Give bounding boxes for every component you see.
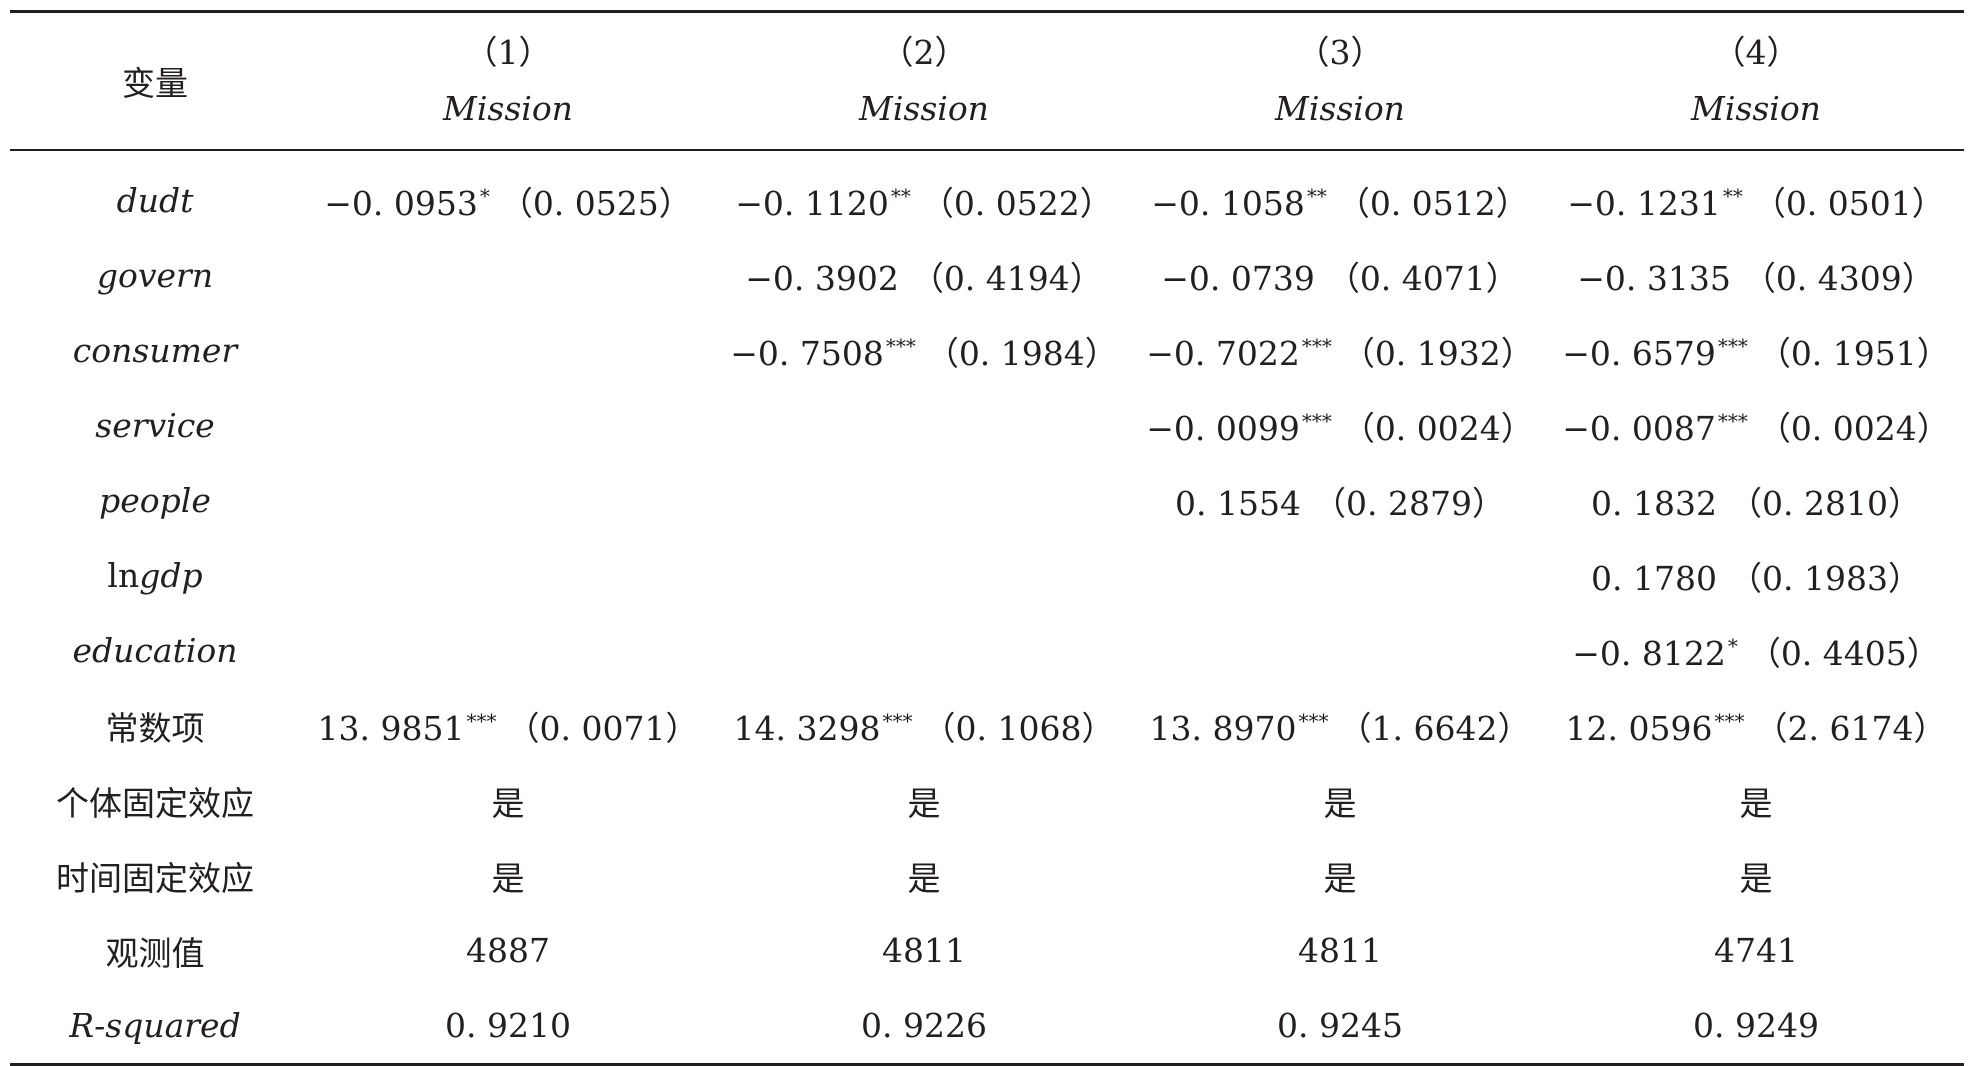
coef-cell: −0. 0087 *** （0. 0024） [1562, 408, 1950, 448]
coef-cell [300, 388, 716, 463]
table-row: 个体固定效应 是 是 是 是 [10, 763, 1964, 838]
value-cell: 是 [907, 783, 941, 823]
variable-header: 变量 [122, 64, 188, 103]
coef-cell: −0. 1120 ** （0. 0522） [735, 183, 1113, 223]
coef-cell: −0. 3135 （0. 4309） [1577, 258, 1935, 298]
table-row: consumer −0. 7508 *** （0. 1984） −0. 7022 **… [10, 313, 1964, 388]
coef-cell: −0. 7508 *** （0. 1984） [730, 333, 1118, 373]
coef-cell [300, 238, 716, 313]
value-cell: 4811 [1298, 931, 1382, 970]
table-row: 观测值 4887 4811 4811 4741 [10, 913, 1964, 988]
column-number: （2） [880, 33, 968, 72]
value-cell: 0. 9226 [861, 1006, 987, 1045]
value-cell: 0. 9245 [1277, 1006, 1403, 1045]
coef-cell: −0. 3902 （0. 4194） [745, 258, 1103, 298]
value-cell: 4811 [882, 931, 966, 970]
coef-cell [300, 463, 716, 538]
value-cell: 0. 9210 [445, 1006, 571, 1045]
regression-table: 变量 （1） （2） （3） （4） Mission Mission Missi… [10, 10, 1964, 1066]
coef-cell: −0. 0099 *** （0. 0024） [1146, 408, 1534, 448]
row-label: 个体固定效应 [56, 783, 254, 823]
table-row: people 0. 1554 （0. 2879） 0. 1832 （0. 2810） [10, 463, 1964, 538]
coef-cell: −0. 1058 ** （0. 0512） [1151, 183, 1529, 223]
dependent-variable: Mission [1691, 88, 1821, 128]
coef-cell [716, 613, 1132, 688]
table-row: govern −0. 3902 （0. 4194） −0. 0739 （0. 407… [10, 238, 1964, 313]
header-row-numbers: 变量 （1） （2） （3） （4） [10, 11, 1964, 103]
row-label: 时间固定效应 [56, 858, 254, 898]
value-cell: 是 [491, 858, 525, 898]
coef-cell: 13. 9851 *** （0. 0071） [317, 708, 699, 748]
row-label: service [95, 406, 215, 445]
table-row: lngdp 0. 1780 （0. 1983） [10, 538, 1964, 613]
coef-cell [716, 388, 1132, 463]
coef-cell [1132, 538, 1548, 613]
coef-cell: −0. 8122 * （0. 4405） [1572, 633, 1940, 673]
table-row: 时间固定效应 是 是 是 是 [10, 838, 1964, 913]
row-label: people [99, 481, 211, 520]
coef-cell: 14. 3298 *** （0. 1068） [733, 708, 1115, 748]
coef-cell [300, 313, 716, 388]
coef-cell [300, 538, 716, 613]
coef-cell: 0. 1554 （0. 2879） [1175, 483, 1505, 523]
value-cell: 是 [1323, 858, 1357, 898]
coef-cell [1132, 613, 1548, 688]
dependent-variable: Mission [1275, 88, 1405, 128]
table-row: dudt −0. 0953 * （0. 0525） −0. 1120 ** （0. 05… [10, 150, 1964, 238]
value-cell: 是 [907, 858, 941, 898]
row-label: govern [96, 256, 214, 295]
coef-cell: 0. 1832 （0. 2810） [1591, 483, 1921, 523]
dependent-variable: Mission [443, 88, 573, 128]
value-cell: 是 [1323, 783, 1357, 823]
row-label: education [72, 631, 238, 670]
value-cell: 是 [491, 783, 525, 823]
table-row: service −0. 0099 *** （0. 0024） −0. 0087 ***… [10, 388, 1964, 463]
value-cell: 4741 [1714, 931, 1798, 970]
value-cell: 4887 [466, 931, 550, 970]
coef-cell [716, 538, 1132, 613]
row-label: R-squared [69, 1006, 241, 1045]
row-label: lngdp [107, 556, 203, 595]
coef-cell: −0. 0739 （0. 4071） [1161, 258, 1519, 298]
coef-cell: 12. 0596 *** （2. 6174） [1565, 708, 1947, 748]
column-number: （4） [1712, 33, 1800, 72]
row-label: dudt [116, 181, 194, 220]
column-number: （1） [464, 33, 552, 72]
row-label: 观测值 [105, 933, 205, 973]
coef-cell: −0. 7022 *** （0. 1932） [1146, 333, 1534, 373]
coef-cell: 0. 1780 （0. 1983） [1591, 558, 1921, 598]
coef-cell [716, 463, 1132, 538]
row-label: consumer [72, 331, 238, 370]
coef-cell: −0. 6579 *** （0. 1951） [1562, 333, 1950, 373]
column-number: （3） [1296, 33, 1384, 72]
coef-cell: −0. 0953 * （0. 0525） [324, 183, 692, 223]
value-cell: 是 [1739, 783, 1773, 823]
table-body: dudt −0. 0953 * （0. 0525） −0. 1120 ** （0. 05… [10, 150, 1964, 1065]
header-row-dependent: Mission Mission Mission Mission [10, 79, 1964, 150]
coef-cell: −0. 1231 ** （0. 0501） [1567, 183, 1945, 223]
value-cell: 是 [1739, 858, 1773, 898]
row-label: 常数项 [105, 708, 205, 748]
table-row: education −0. 8122 * （0. 4405） [10, 613, 1964, 688]
coef-cell: 13. 8970 *** （1. 6642） [1149, 708, 1531, 748]
table-row: 常数项 13. 9851 *** （0. 0071） 14. 3298 *** （0. … [10, 688, 1964, 763]
dependent-variable: Mission [859, 88, 989, 128]
table-row: R-squared 0. 9210 0. 9226 0. 9245 0. 924… [10, 988, 1964, 1065]
coef-cell [300, 613, 716, 688]
value-cell: 0. 9249 [1693, 1006, 1819, 1045]
